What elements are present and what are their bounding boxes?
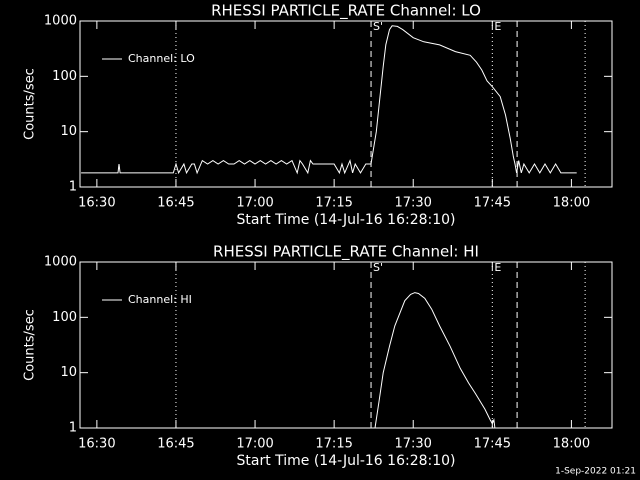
legend-label: Channel: LO: [128, 52, 195, 65]
x-tick-label: 17:30: [394, 437, 431, 452]
marker-label: S': [373, 261, 383, 274]
y-tick-label: 1000: [44, 14, 77, 29]
x-axis-label: Start Time (14-Jul-16 16:28:10): [236, 453, 455, 469]
legend-label: Channel: HI: [128, 293, 192, 306]
plot-frame: [79, 20, 613, 188]
series-line: [374, 292, 496, 429]
marker-label: S': [373, 20, 383, 33]
x-tick-label: 17:00: [236, 437, 273, 452]
x-tick-label: 16:45: [157, 196, 194, 211]
y-axis-label: Counts/sec: [23, 68, 38, 140]
x-tick-label: 16:30: [78, 196, 115, 211]
x-tick-label: 18:00: [553, 437, 590, 452]
x-tick-label: 16:45: [157, 437, 194, 452]
x-tick-label: 17:45: [474, 437, 511, 452]
marker-label: E: [494, 261, 501, 274]
x-tick-label: 17:00: [236, 196, 273, 211]
chart-title: RHESSI PARTICLE_RATE Channel: LO: [211, 2, 481, 21]
plot-frame: [79, 261, 613, 429]
chart-title: RHESSI PARTICLE_RATE Channel: HI: [213, 243, 479, 262]
x-tick-label: 17:15: [315, 196, 352, 211]
footer: 1-Sep-2022 01:21: [555, 467, 636, 477]
y-axis-label: Counts/sec: [23, 309, 38, 381]
y-tick-label: 1: [69, 421, 77, 436]
x-tick-label: 17:30: [394, 196, 431, 211]
y-tick-label: 100: [52, 310, 77, 325]
series-line: [81, 25, 577, 175]
x-tick-label: 18:00: [553, 196, 590, 211]
x-tick-label: 17:45: [474, 196, 511, 211]
y-tick-label: 1: [69, 180, 77, 195]
y-tick-label: 10: [60, 124, 77, 139]
y-tick-label: 100: [52, 69, 77, 84]
x-tick-label: 17:15: [315, 437, 352, 452]
y-tick-label: 1000: [44, 255, 77, 270]
y-tick-label: 10: [60, 365, 77, 380]
x-tick-label: 16:30: [78, 437, 115, 452]
marker-label: E: [494, 20, 501, 33]
x-axis-label: Start Time (14-Jul-16 16:28:10): [236, 212, 455, 228]
